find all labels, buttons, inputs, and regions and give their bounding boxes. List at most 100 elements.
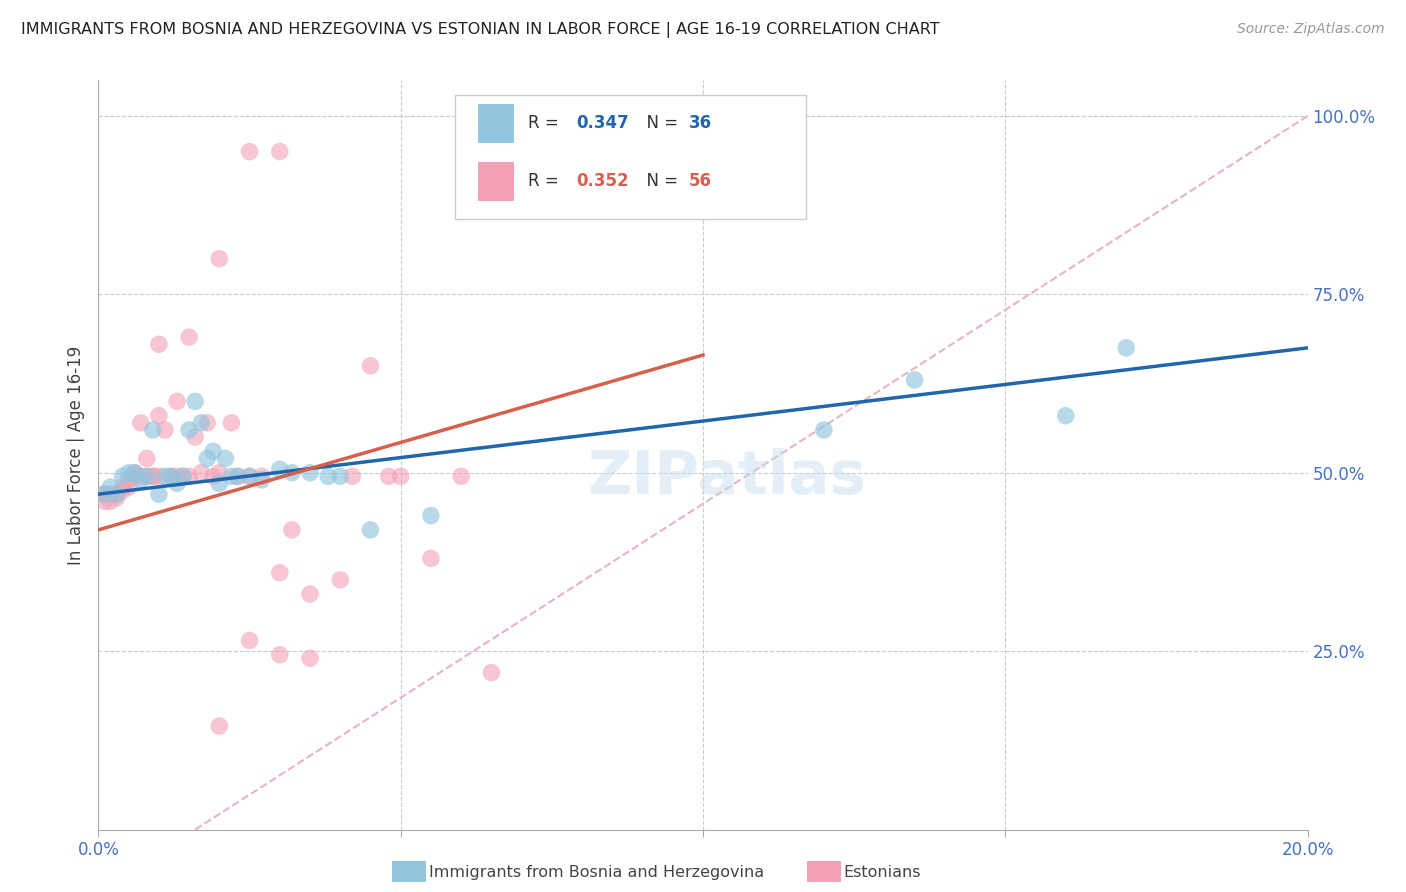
Point (111, 483, 134, 498)
Point (208, 252, 231, 266)
Text: ZIPatlas: ZIPatlas (588, 448, 866, 507)
Point (142, 423, 165, 437)
Point (281, 523, 304, 537)
Point (179, 423, 201, 437)
Point (179, 330, 201, 344)
Point (129, 469, 152, 483)
Point (179, 469, 201, 483)
Text: 0.352: 0.352 (576, 172, 628, 190)
Point (124, 469, 146, 483)
Point (100, 487, 122, 501)
Point (202, 444, 225, 458)
Point (214, 451, 236, 466)
Point (166, 469, 188, 483)
Point (316, 469, 339, 483)
Text: N =: N = (637, 172, 683, 190)
Point (172, 469, 194, 483)
Point (1115, 341, 1137, 355)
Point (172, 469, 194, 483)
Point (129, 416, 152, 430)
Text: IMMIGRANTS FROM BOSNIA AND HERZEGOVINA VS ESTONIAN IN LABOR FORCE | AGE 16-19 CO: IMMIGRANTS FROM BOSNIA AND HERZEGOVINA V… (21, 22, 939, 38)
Point (148, 337, 170, 351)
Point (160, 469, 183, 483)
Point (813, 423, 835, 437)
Point (148, 487, 170, 501)
Point (129, 473, 152, 487)
Point (160, 469, 183, 483)
Point (481, 665, 503, 680)
Point (208, 476, 231, 491)
Point (190, 416, 212, 430)
Point (299, 587, 322, 601)
Text: 0.347: 0.347 (576, 114, 628, 132)
Point (135, 469, 157, 483)
Text: R =: R = (527, 172, 564, 190)
Point (239, 469, 262, 483)
Point (1054, 409, 1077, 423)
Text: Source: ZipAtlas.com: Source: ZipAtlas.com (1237, 22, 1385, 37)
Point (239, 469, 262, 483)
FancyBboxPatch shape (456, 95, 806, 219)
Point (153, 423, 176, 437)
Point (208, 719, 231, 733)
Point (202, 469, 225, 483)
Point (342, 469, 364, 483)
Text: Estonians: Estonians (844, 865, 921, 880)
Point (93, 494, 115, 508)
Point (135, 469, 157, 483)
Point (105, 491, 128, 505)
Point (105, 487, 128, 501)
Text: 56: 56 (689, 172, 711, 190)
Point (148, 409, 170, 423)
Point (208, 466, 231, 480)
Point (118, 480, 141, 494)
Point (93, 487, 115, 501)
Point (239, 633, 262, 648)
Point (195, 451, 218, 466)
Point (142, 469, 165, 483)
Point (420, 551, 443, 566)
Point (226, 469, 249, 483)
Point (111, 480, 134, 494)
Point (299, 466, 322, 480)
Point (329, 469, 352, 483)
Point (269, 566, 291, 580)
Point (118, 473, 141, 487)
Point (195, 416, 218, 430)
Point (904, 373, 927, 387)
FancyBboxPatch shape (478, 162, 515, 201)
Point (226, 469, 249, 483)
Point (269, 145, 291, 159)
Point (221, 416, 243, 430)
Point (135, 451, 157, 466)
Point (269, 648, 291, 662)
Point (360, 523, 382, 537)
Point (250, 473, 273, 487)
Text: Immigrants from Bosnia and Herzegovina: Immigrants from Bosnia and Herzegovina (429, 865, 763, 880)
Point (148, 469, 170, 483)
Point (153, 469, 176, 483)
Point (124, 466, 146, 480)
Point (93, 487, 115, 501)
Point (166, 394, 188, 409)
Point (420, 508, 443, 523)
Y-axis label: In Labor Force | Age 16-19: In Labor Force | Age 16-19 (66, 345, 84, 565)
Point (142, 469, 165, 483)
FancyBboxPatch shape (478, 103, 515, 143)
Point (100, 480, 122, 494)
Point (377, 469, 399, 483)
Point (190, 466, 212, 480)
Point (100, 494, 122, 508)
Point (329, 573, 352, 587)
Point (124, 466, 146, 480)
Text: N =: N = (637, 114, 683, 132)
Point (239, 145, 262, 159)
Point (269, 462, 291, 476)
Point (281, 466, 304, 480)
Text: R =: R = (527, 114, 564, 132)
Point (389, 469, 412, 483)
Point (111, 469, 134, 483)
Point (184, 394, 207, 409)
Point (450, 469, 472, 483)
Point (360, 359, 382, 373)
